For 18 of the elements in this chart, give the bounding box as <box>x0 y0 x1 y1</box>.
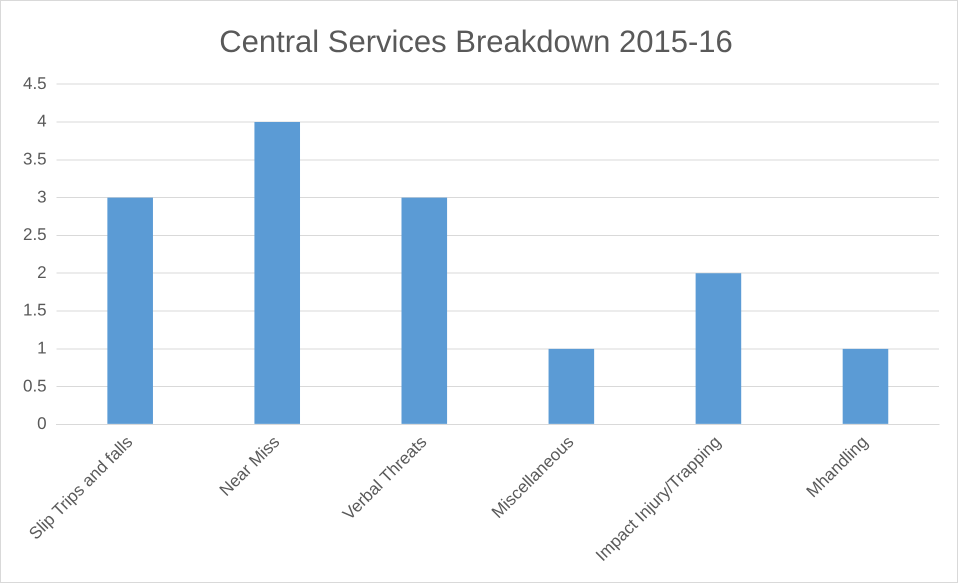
y-tick-label: 3 <box>37 187 47 206</box>
bar <box>842 348 888 424</box>
y-tick-label: 1 <box>37 338 47 358</box>
y-tick-label: 0 <box>37 414 47 434</box>
bar <box>107 198 153 424</box>
y-tick-label: 1.5 <box>22 300 47 320</box>
y-tick-label: 0.5 <box>22 376 47 396</box>
chart-title: Central Services Breakdown 2015-16 <box>219 24 733 60</box>
y-tick-label: 4.5 <box>22 74 47 93</box>
bar <box>401 198 448 424</box>
y-tick-label: 3.5 <box>22 149 47 168</box>
y-tick-label: 4 <box>37 112 47 131</box>
bar <box>548 348 594 424</box>
bar <box>254 122 300 424</box>
y-tick-label: 2.5 <box>22 225 47 244</box>
bar <box>696 273 742 424</box>
y-tick-label: 2 <box>37 262 47 282</box>
x-tick-label: Slip Trips and falls <box>25 432 136 544</box>
